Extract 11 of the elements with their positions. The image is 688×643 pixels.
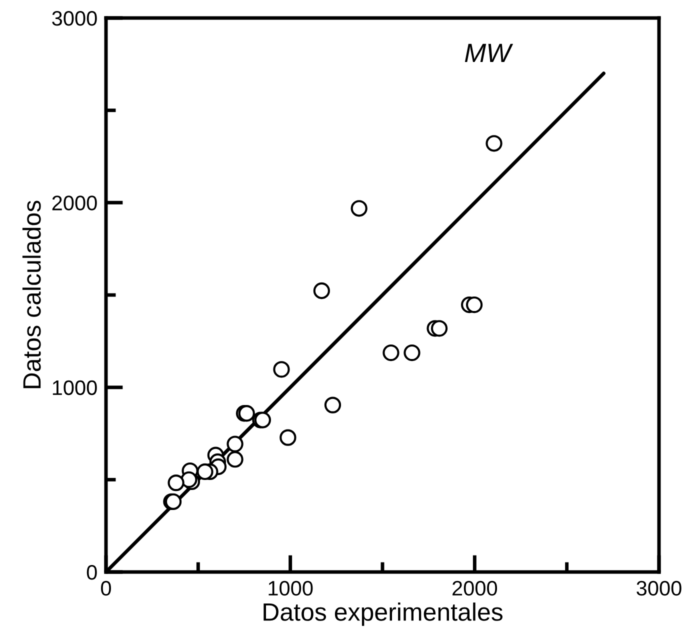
x-tick-label: 3000 (636, 580, 682, 596)
x-tick-label: 1000 (268, 580, 313, 596)
y-tick-label: 0 (86, 565, 97, 580)
x-tick-label: 2000 (452, 580, 498, 596)
y-axis-title: Datos calculados (22, 200, 41, 388)
y-tick-label: 3000 (52, 11, 97, 26)
y-tick-label: 2000 (52, 196, 97, 210)
x-tick-label: 0 (101, 580, 111, 596)
annotation: MW (464, 44, 514, 62)
y-tick-label: 1000 (52, 380, 97, 396)
x-axis-title: Datos experimentales (264, 602, 502, 626)
